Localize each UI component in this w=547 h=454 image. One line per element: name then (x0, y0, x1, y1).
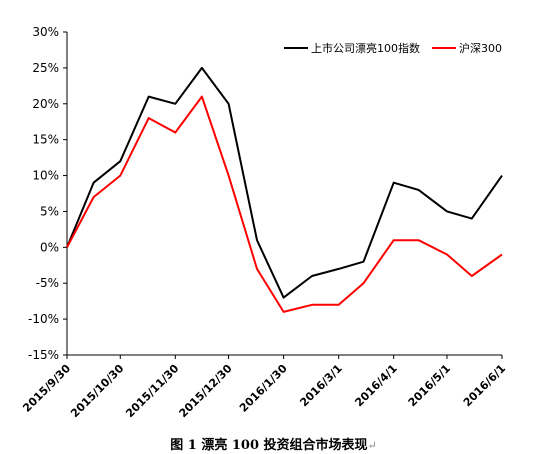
x-tick-label: 2016/1/30 (237, 362, 290, 415)
series-layer (66, 66, 503, 313)
y-tick-label: 30% (32, 25, 59, 39)
x-tick-label: 2015/10/30 (68, 362, 126, 420)
paragraph-mark: ↵ (367, 439, 377, 452)
x-tick-label: 2015/11/30 (123, 362, 181, 420)
y-tick-label: -15% (28, 348, 59, 362)
x-tick-label: 2016/4/1 (352, 362, 399, 409)
x-tick-label: 2016/5/1 (406, 362, 453, 409)
y-tick-label: -10% (28, 312, 59, 326)
y-tick-label: 10% (32, 169, 59, 183)
series-line-1 (66, 66, 503, 299)
figure-caption: 图 1 漂亮 100 投资组合市场表现↵ (0, 434, 547, 453)
y-tick-label: 20% (32, 97, 59, 111)
y-tick-label: 5% (40, 204, 59, 218)
x-tick-label: 2015/12/30 (177, 362, 235, 420)
legend-label-2: 沪深300 (459, 41, 502, 55)
series-line-2 (66, 95, 503, 313)
y-tick-label: 25% (32, 61, 59, 75)
line-chart: 30% 25% 20% 15% 10% 5% 0% -5% -10% -15% 2015/9/30… (20, 25, 508, 420)
caption-text: 图 1 漂亮 100 投资组合市场表现 (170, 438, 368, 453)
y-tick-label: 15% (32, 133, 59, 147)
y-tick-label: -5% (36, 276, 59, 290)
y-axis: 30% 25% 20% 15% 10% 5% 0% -5% -10% -15% (28, 25, 68, 362)
legend-label-1: 上市公司漂亮100指数 (311, 41, 420, 55)
x-tick-label: 2016/3/1 (297, 362, 344, 409)
y-tick-label: 0% (40, 240, 59, 254)
x-tick-label: 2015/9/30 (20, 362, 73, 415)
x-tick-label: 2016/6/1 (461, 362, 508, 409)
legend: 上市公司漂亮100指数 沪深300 (284, 41, 502, 55)
